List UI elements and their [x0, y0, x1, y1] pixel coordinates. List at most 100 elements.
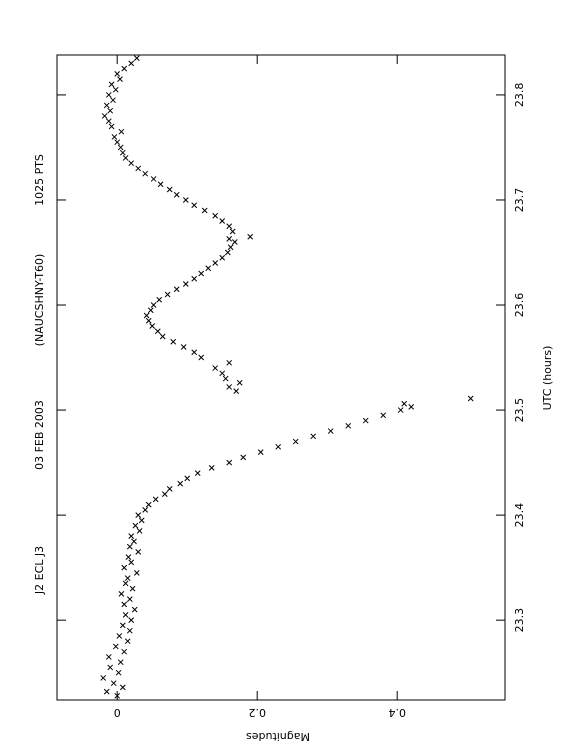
- point-stroke: [142, 170, 149, 177]
- data-point: [408, 404, 415, 410]
- data-point: [184, 475, 191, 482]
- point-stroke: [118, 128, 125, 135]
- y-tick-label: 0: [114, 706, 121, 719]
- data-point: [128, 559, 135, 566]
- data-point: [150, 176, 157, 182]
- data-point: [224, 249, 231, 256]
- data-point: [132, 522, 139, 529]
- point-stroke: [219, 370, 226, 377]
- chart-title: J2 ECL J3: [33, 546, 46, 595]
- data-point: [128, 533, 135, 539]
- x-tick-label: 23.8: [513, 83, 526, 108]
- data-point: [135, 165, 142, 172]
- data-point: [143, 312, 150, 319]
- point-stroke: [108, 81, 115, 88]
- point-stroke: [122, 155, 129, 161]
- data-point: [112, 86, 119, 93]
- data-point: [145, 317, 152, 324]
- point-stroke: [191, 275, 198, 282]
- point-stroke: [108, 123, 115, 130]
- point-stroke: [226, 459, 233, 466]
- data-point: [156, 296, 163, 303]
- data-point: [159, 333, 166, 340]
- data-point: [121, 564, 128, 571]
- point-stroke: [128, 160, 135, 167]
- point-stroke: [154, 328, 161, 335]
- point-stroke: [100, 675, 107, 681]
- point-stroke: [157, 181, 164, 188]
- point-stroke: [133, 570, 140, 576]
- data-point: [110, 680, 117, 687]
- data-point: [142, 507, 149, 513]
- data-point: [107, 107, 114, 114]
- data-point: [114, 139, 121, 146]
- data-point: [124, 638, 131, 645]
- data-point: [119, 684, 126, 691]
- data-point: [219, 218, 226, 224]
- point-stroke: [117, 659, 124, 666]
- data-point: [205, 265, 212, 272]
- point-stroke: [126, 596, 133, 603]
- point-stroke: [247, 233, 254, 240]
- data-point: [240, 454, 247, 461]
- chart-date: 03 FEB 2003: [33, 400, 46, 470]
- data-point: [119, 622, 126, 629]
- point-stroke: [226, 359, 233, 366]
- data-point: [126, 543, 133, 550]
- point-stroke: [240, 454, 247, 461]
- data-point: [226, 359, 233, 366]
- data-point: [173, 286, 180, 293]
- point-stroke: [156, 296, 163, 303]
- point-stroke: [128, 559, 135, 566]
- y-tick-label: 0.2: [248, 706, 266, 719]
- point-stroke: [164, 291, 171, 298]
- point-stroke: [208, 464, 215, 471]
- point-stroke: [224, 249, 231, 256]
- data-point: [198, 354, 205, 361]
- data-point: [182, 197, 189, 203]
- point-stroke: [170, 338, 177, 345]
- point-stroke: [119, 622, 126, 629]
- data-point: [133, 55, 140, 62]
- data-point: [292, 438, 299, 445]
- y-tick-label: 0.4: [388, 706, 406, 719]
- data-point: [170, 338, 177, 345]
- data-point: [105, 92, 112, 98]
- data-point: [257, 449, 264, 455]
- chart-points: 1025 PTS: [33, 154, 46, 206]
- x-tick-label: 23.7: [513, 188, 526, 213]
- data-point: [133, 570, 140, 576]
- data-point: [222, 375, 229, 382]
- data-point: [226, 384, 233, 390]
- data-point: [118, 591, 125, 597]
- point-stroke: [110, 680, 117, 687]
- point-stroke: [147, 307, 154, 314]
- point-stroke: [159, 333, 166, 340]
- point-stroke: [105, 92, 112, 98]
- data-point: [327, 428, 334, 434]
- x-tick-label: 23.4: [513, 503, 526, 528]
- point-stroke: [142, 507, 149, 513]
- point-stroke: [380, 412, 387, 419]
- data-point: [121, 601, 128, 608]
- point-stroke: [467, 395, 474, 402]
- point-stroke: [226, 223, 233, 230]
- point-stroke: [177, 480, 184, 487]
- point-stroke: [275, 443, 282, 450]
- data-point: [194, 470, 201, 476]
- data-point: [201, 207, 208, 214]
- data-point: [198, 270, 205, 277]
- data-point: [131, 606, 138, 613]
- data-point: [166, 485, 173, 492]
- point-stroke: [198, 270, 205, 277]
- point-stroke: [201, 207, 208, 214]
- data-point: [401, 400, 408, 407]
- point-stroke: [112, 643, 119, 650]
- data-point: [111, 134, 118, 140]
- point-stroke: [124, 638, 131, 645]
- point-stroke: [138, 517, 145, 524]
- data-point: [219, 370, 226, 377]
- point-stroke: [401, 400, 408, 407]
- point-stroke: [115, 669, 122, 676]
- point-stroke: [150, 302, 157, 308]
